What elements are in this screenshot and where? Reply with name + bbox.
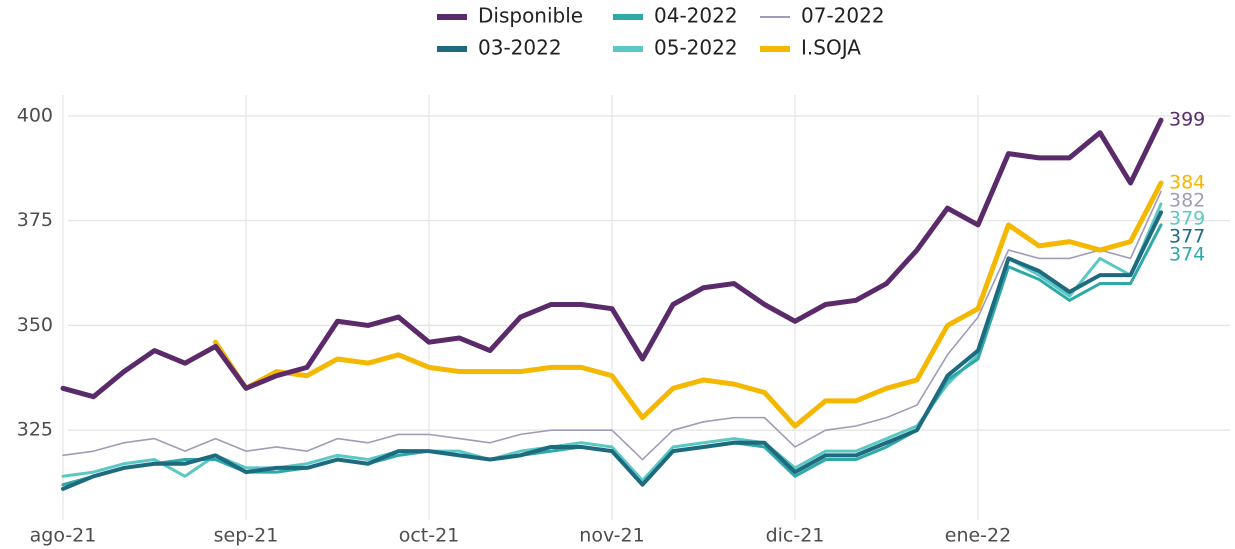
y-tick-label: 325 bbox=[17, 419, 53, 441]
x-tick-label: ago-21 bbox=[30, 525, 97, 547]
legend-label: I.SOJA bbox=[801, 36, 861, 60]
x-tick-label: ene-22 bbox=[945, 525, 1011, 547]
y-tick-label: 400 bbox=[17, 104, 53, 126]
legend-label: Disponible bbox=[478, 4, 583, 28]
series-line bbox=[60, 117, 1164, 400]
legend-label: 04-2022 bbox=[654, 4, 738, 28]
end-label: 384 bbox=[1169, 171, 1205, 193]
end-label: 399 bbox=[1169, 109, 1205, 131]
y-tick-label: 350 bbox=[17, 314, 53, 336]
x-tick-label: dic-21 bbox=[766, 525, 825, 547]
series-line bbox=[62, 190, 1162, 461]
y-tick-label: 375 bbox=[17, 209, 53, 231]
series-line bbox=[61, 210, 1163, 491]
end-label: 379 bbox=[1169, 207, 1205, 229]
legend-label: 03-2022 bbox=[478, 36, 562, 60]
x-tick-label: nov-21 bbox=[579, 525, 644, 547]
x-tick-label: oct-21 bbox=[399, 525, 460, 547]
series-line bbox=[213, 180, 1164, 429]
legend-label: 05-2022 bbox=[654, 36, 738, 60]
x-tick-label: sep-21 bbox=[214, 525, 279, 547]
end-label: 377 bbox=[1169, 225, 1205, 247]
legend-label: 07-2022 bbox=[801, 4, 885, 28]
end-label: 374 bbox=[1169, 243, 1205, 265]
end-label: 382 bbox=[1169, 189, 1205, 211]
